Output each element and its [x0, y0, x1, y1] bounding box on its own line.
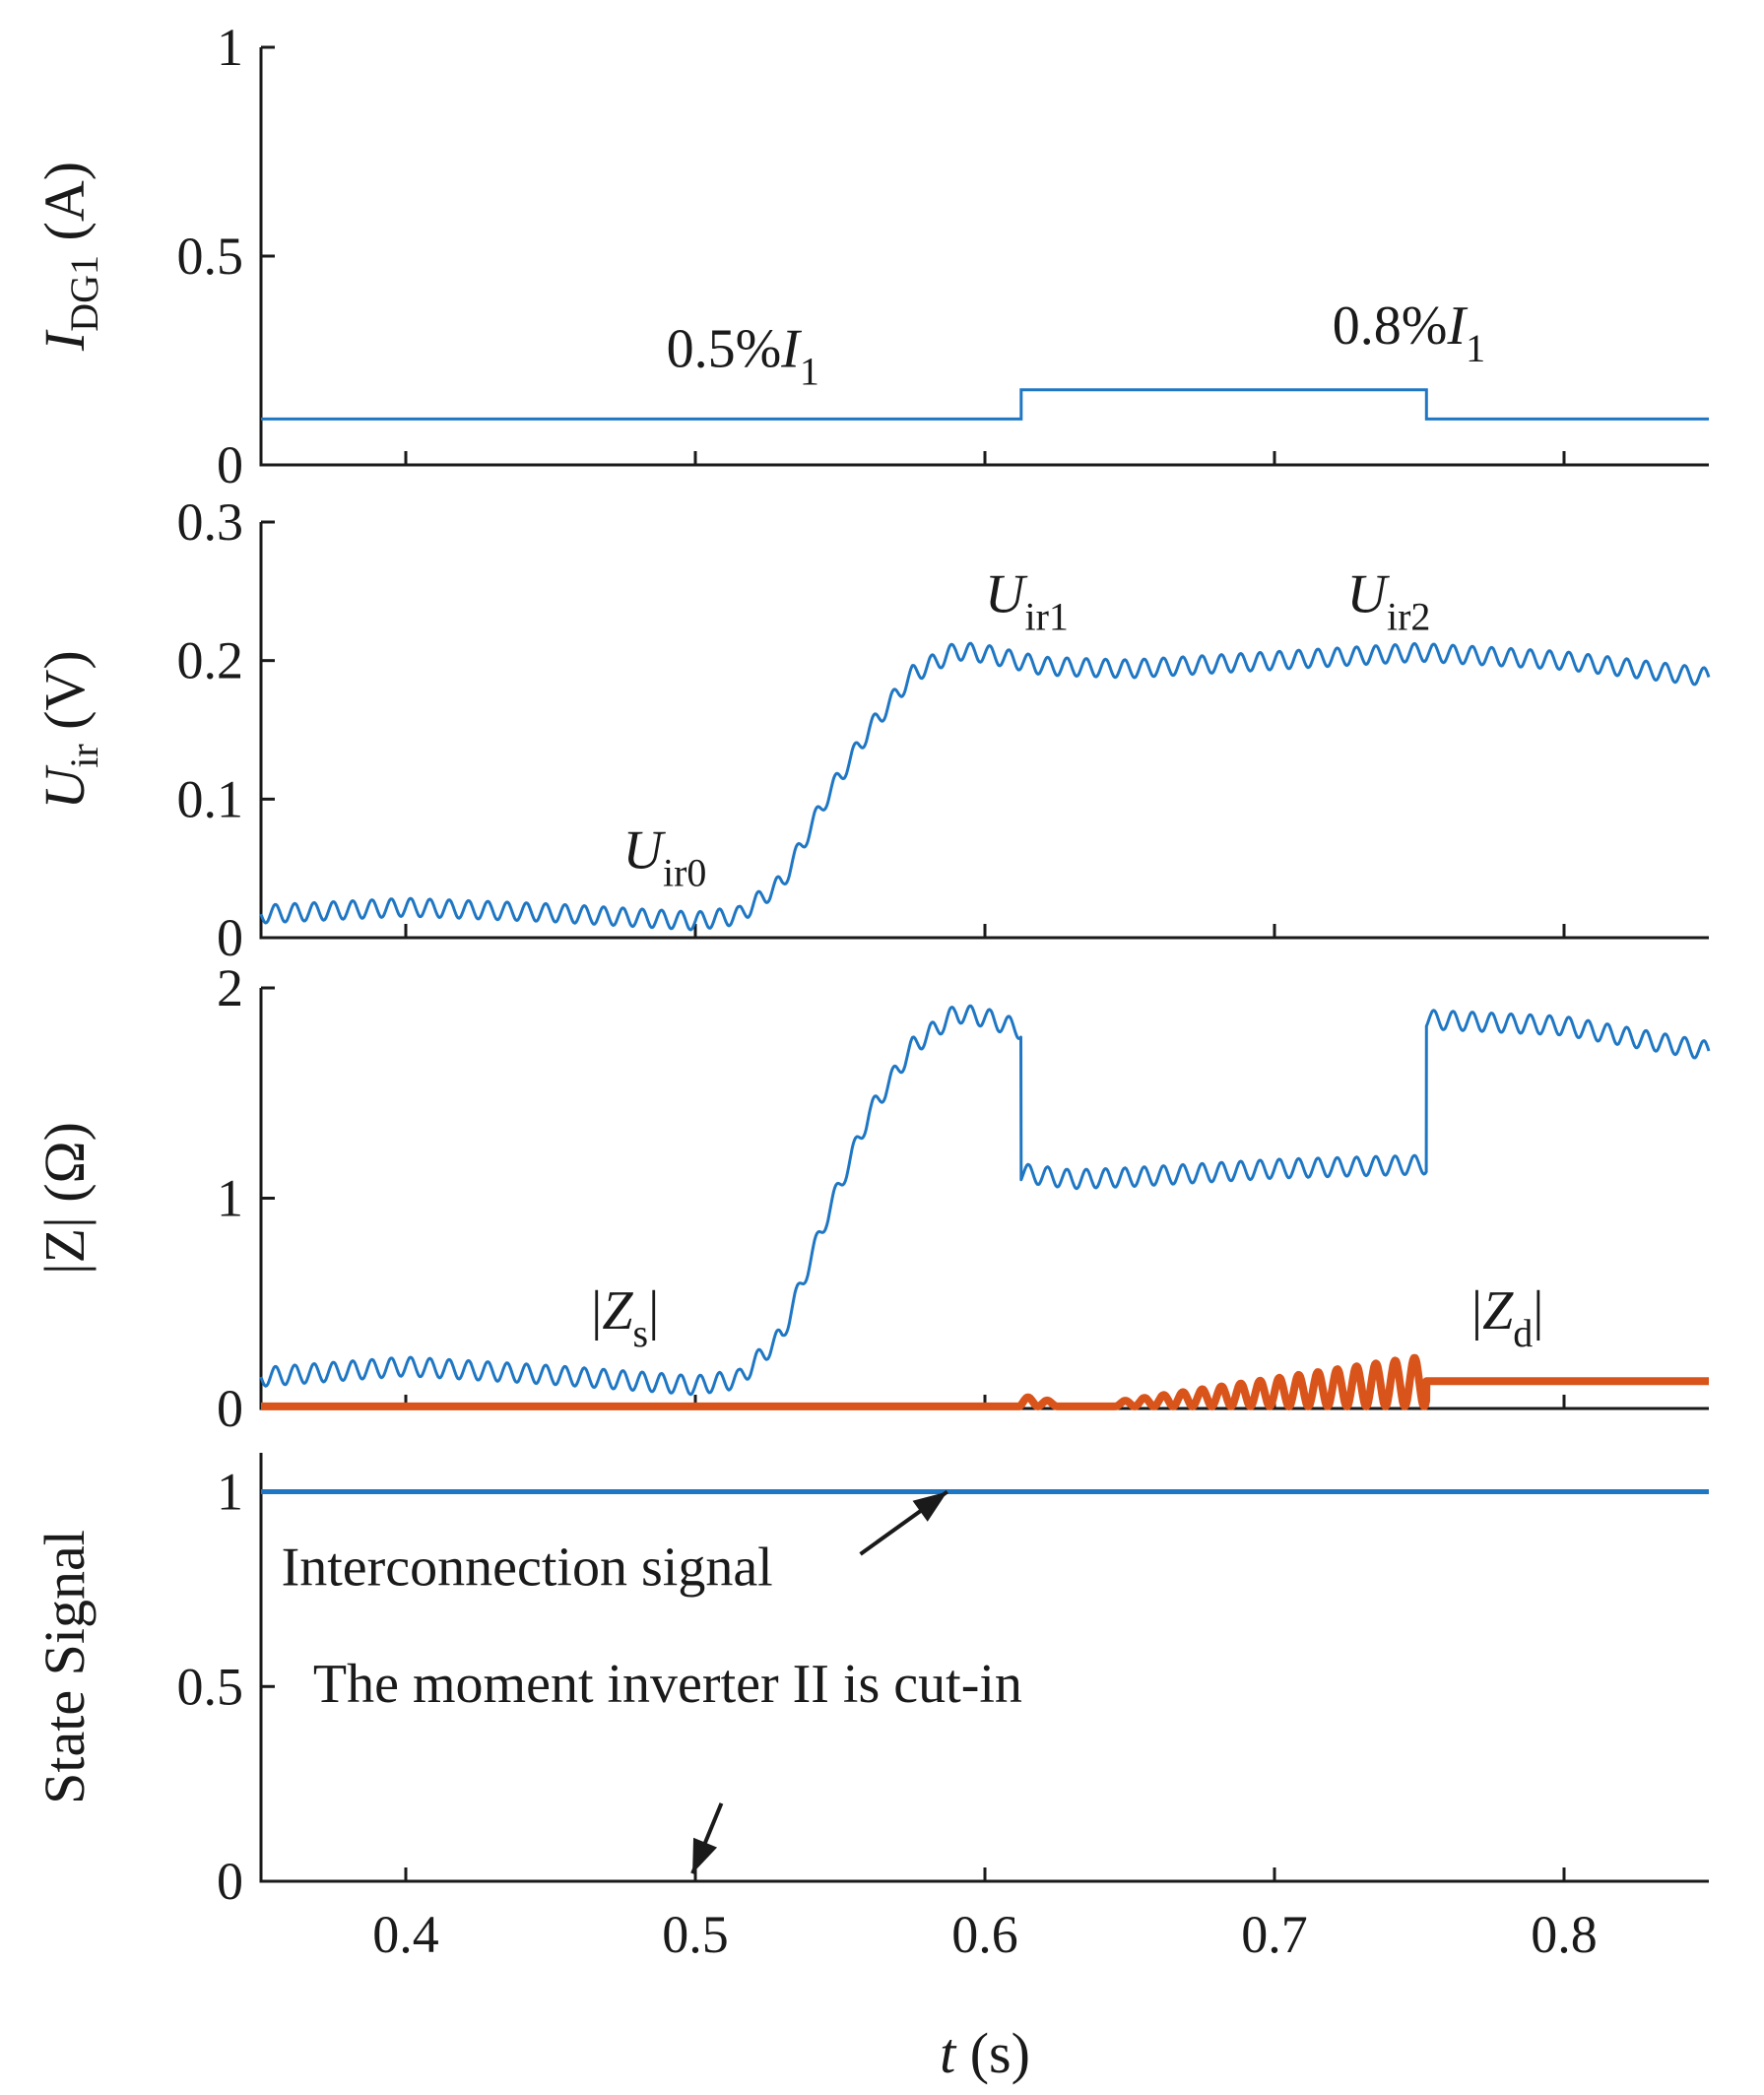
- ytick-label-z: 0: [217, 1379, 243, 1438]
- annotation-sub: 1: [1466, 326, 1485, 370]
- annotation-prefix: 0.5%: [667, 318, 782, 379]
- ylabel-unit: (V): [33, 650, 97, 744]
- ylabel-unit: (A): [33, 162, 97, 255]
- annotation-var: U: [623, 820, 667, 882]
- ylabel-sub: DG1: [62, 255, 106, 332]
- ylabel-state: State Signal: [33, 1530, 97, 1804]
- x-axis-label-var: t: [940, 2021, 957, 2085]
- annotation-sub: s: [633, 1311, 649, 1355]
- ytick-label-idg1: 0: [217, 435, 243, 494]
- annotation-cut-in: The moment inverter II is cut-in: [313, 1654, 1022, 1715]
- xtick-label: 0.8: [1531, 1905, 1598, 1964]
- annotation-sub: 1: [800, 349, 819, 393]
- series-line-U_ir: [259, 641, 1711, 932]
- ylabel-uir: Uir (V): [33, 650, 106, 809]
- ylabel-var: U: [33, 764, 97, 810]
- annotation-arrowhead-cut-in: [692, 1837, 718, 1874]
- series-line-|Z_d|: [261, 1353, 1709, 1410]
- panel-state: 0 0.5 1 0.4 0.5 0.6 0.7 0.8 State Signal Intercon…: [33, 1453, 1709, 1964]
- ytick-label-state: 0: [217, 1852, 243, 1911]
- annotation-var: U: [1347, 563, 1391, 624]
- ytick-label-z: 1: [217, 1169, 243, 1228]
- annotation-interconnection: Interconnection signal: [282, 1537, 773, 1598]
- ytick-label-state: 1: [217, 1463, 243, 1522]
- annotation-bar: |: [591, 1280, 602, 1342]
- ylabel-sub: ir: [62, 744, 106, 767]
- ytick-label-uir: 0.1: [177, 769, 244, 828]
- annotation-var: U: [985, 563, 1028, 624]
- ylabel-z: |Z| (Ω): [33, 1122, 97, 1275]
- ytick-label-idg1: 1: [217, 18, 243, 77]
- annotation-bar: |: [648, 1280, 659, 1342]
- ytick-label-idg1: 0.5: [177, 227, 244, 286]
- annotation-bar: |: [1471, 1280, 1482, 1342]
- annotation-var: I: [780, 318, 802, 379]
- x-axis-label-unit: (s): [955, 2021, 1030, 2085]
- annotation-uir0: Uir0: [623, 820, 707, 895]
- ytick-label-state: 0.5: [177, 1657, 244, 1716]
- ylabel-idg1: IDG1 (A): [33, 162, 106, 352]
- ytick-label-uir: 0.3: [177, 492, 244, 552]
- axis-frame-idg1: [259, 47, 1709, 467]
- xtick-label: 0.7: [1241, 1905, 1308, 1964]
- annotation-bar: |: [1533, 1280, 1543, 1342]
- annotation-uir1: Uir1: [985, 563, 1069, 638]
- annotation-sub: ir2: [1387, 594, 1430, 638]
- annotation-var: I: [1446, 295, 1468, 357]
- annotation-var: Z: [602, 1280, 633, 1342]
- annotation-sub: ir1: [1024, 594, 1068, 638]
- series-line-|Z_s|: [259, 1004, 1711, 1397]
- annotation-sub: ir0: [663, 851, 706, 895]
- annotation-uir2: Uir2: [1347, 563, 1431, 638]
- x-axis-label: t (s): [940, 2021, 1030, 2085]
- xtick-label: 0.6: [951, 1905, 1018, 1964]
- annotation-var: Z: [1482, 1280, 1514, 1342]
- ytick-label-uir: 0.2: [177, 631, 244, 690]
- ytick-label-z: 2: [217, 958, 243, 1017]
- annotation-prefix: 0.8%: [1333, 295, 1448, 357]
- xtick-label: 0.5: [662, 1905, 729, 1964]
- axis-frame-z: [259, 988, 1709, 1410]
- ytick-label-uir: 0: [217, 908, 243, 967]
- xtick-label: 0.4: [372, 1905, 439, 1964]
- ylabel-var: I: [33, 329, 97, 352]
- annotation-arrowhead-interconnection: [912, 1491, 947, 1522]
- annotation-level2: 0.8%I1: [1333, 295, 1485, 370]
- annotation-level1: 0.5%I1: [667, 318, 819, 393]
- panel-z: 012|Z| (Ω)|Zs| |Zd|: [33, 958, 1711, 1438]
- annotation-zd: |Zd|: [1471, 1280, 1544, 1355]
- annotation-zs: |Zs|: [591, 1280, 659, 1355]
- annotation-sub: d: [1513, 1311, 1533, 1355]
- series-line-I_DG1: [261, 388, 1709, 421]
